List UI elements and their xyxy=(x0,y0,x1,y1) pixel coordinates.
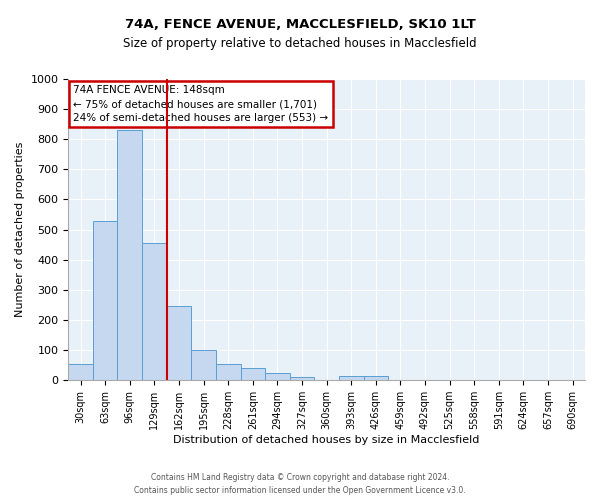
X-axis label: Distribution of detached houses by size in Macclesfield: Distribution of detached houses by size … xyxy=(173,435,480,445)
Text: Contains HM Land Registry data © Crown copyright and database right 2024.
Contai: Contains HM Land Registry data © Crown c… xyxy=(134,474,466,495)
Text: 74A, FENCE AVENUE, MACCLESFIELD, SK10 1LT: 74A, FENCE AVENUE, MACCLESFIELD, SK10 1L… xyxy=(125,18,475,30)
Text: 74A FENCE AVENUE: 148sqm
← 75% of detached houses are smaller (1,701)
24% of sem: 74A FENCE AVENUE: 148sqm ← 75% of detach… xyxy=(73,85,329,123)
Text: Size of property relative to detached houses in Macclesfield: Size of property relative to detached ho… xyxy=(123,38,477,51)
Bar xyxy=(142,243,167,380)
Bar xyxy=(290,377,314,380)
Y-axis label: Number of detached properties: Number of detached properties xyxy=(15,142,25,318)
Bar xyxy=(216,364,241,380)
Bar xyxy=(339,376,364,380)
Bar xyxy=(364,376,388,380)
Bar xyxy=(118,130,142,380)
Bar xyxy=(265,372,290,380)
Bar xyxy=(191,350,216,380)
Bar xyxy=(68,364,93,380)
Bar xyxy=(241,368,265,380)
Bar xyxy=(167,306,191,380)
Bar xyxy=(93,220,118,380)
